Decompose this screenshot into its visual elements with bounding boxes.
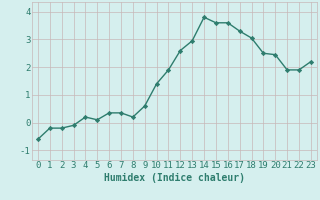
X-axis label: Humidex (Indice chaleur): Humidex (Indice chaleur)	[104, 173, 245, 183]
